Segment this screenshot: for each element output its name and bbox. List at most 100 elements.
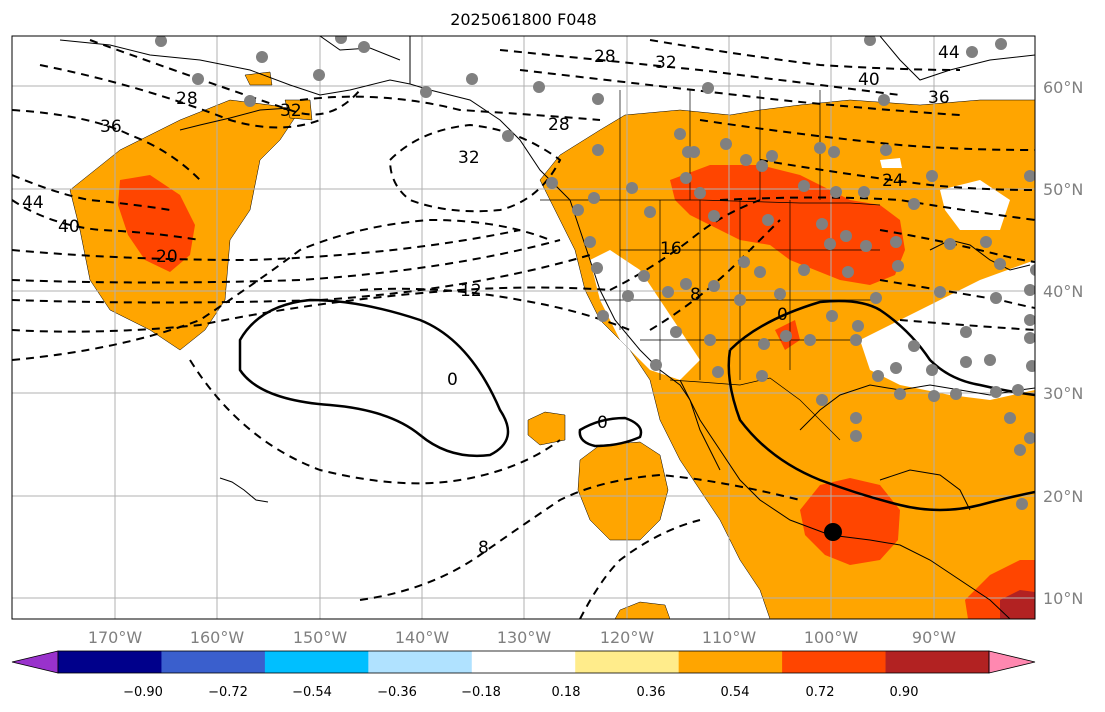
longitude-label: 100°W	[804, 628, 859, 647]
station-dot	[950, 388, 962, 400]
station-dot	[966, 46, 978, 58]
contour-12	[359, 287, 631, 331]
station-dot	[192, 73, 204, 85]
contour-label: 0	[597, 413, 608, 433]
colorbar-segment	[885, 651, 990, 673]
colorbar-tick-label: 0.18	[552, 685, 581, 700]
contour-zero-mexico	[729, 299, 1035, 397]
station-dot	[878, 94, 890, 106]
longitude-label: 140°W	[395, 628, 450, 647]
coast-north-islands	[319, 36, 401, 61]
contour-label: 40	[58, 217, 80, 237]
station-dot	[1014, 444, 1026, 456]
colorbar-tick-label: 0.90	[890, 685, 919, 700]
station-dot	[890, 362, 902, 374]
hole-canada-small	[880, 158, 902, 168]
station-dot	[533, 81, 545, 93]
colorbar-tick-labels: −0.90 −0.72 −0.54 −0.36 −0.18 0.18 0.36 …	[123, 685, 918, 700]
coast-hawaii	[219, 477, 269, 503]
station-dot	[934, 286, 946, 298]
contour-east-2	[879, 279, 1035, 309]
hole-northeast	[940, 180, 1010, 230]
station-dot	[1016, 498, 1028, 510]
station-dot	[626, 182, 638, 194]
longitude-label: 150°W	[293, 628, 348, 647]
contour-label: 24	[882, 171, 904, 191]
station-dot	[650, 359, 662, 371]
station-dot	[774, 288, 786, 300]
station-dot	[572, 204, 584, 216]
contour-28	[299, 95, 601, 121]
colorbar-tick-label: 0.72	[806, 685, 835, 700]
station-dot	[694, 187, 706, 199]
contour-label: 28	[548, 115, 570, 135]
station-dot	[584, 236, 596, 248]
contour-label: 8	[478, 538, 489, 558]
latitude-labels: 60°N 50°N 40°N 30°N 20°N 10°N	[1043, 78, 1083, 608]
contour-east-3	[899, 319, 1035, 331]
colorbar-segment	[161, 651, 266, 673]
fill-region-pacific-south	[614, 601, 671, 619]
station-dot	[816, 218, 828, 230]
station-dot	[850, 412, 862, 424]
station-dot	[622, 290, 634, 302]
colorbar-tick-label: −0.36	[377, 685, 417, 700]
contour-north-5	[759, 159, 1035, 191]
contour-label: 12	[460, 281, 482, 301]
colorbar-tick-label: 0.36	[637, 685, 666, 700]
station-dot	[890, 236, 902, 248]
map-layers: 28 32 44 40 36 28 32 36 44 40 32 28 20 1…	[12, 36, 1035, 619]
contour-north-4	[699, 119, 1035, 151]
red-region-mexico	[800, 478, 900, 565]
colorbar-segment	[471, 651, 576, 673]
contour-label: 0	[777, 305, 788, 325]
station-dot	[1024, 432, 1035, 444]
station-dot	[798, 264, 810, 276]
station-dot	[926, 364, 938, 376]
contour-32	[388, 123, 562, 213]
contour-label: 28	[594, 47, 616, 67]
station-dot	[870, 292, 882, 304]
contour-alaska-1	[89, 39, 361, 116]
fill-region-pacific-small	[527, 411, 566, 446]
longitude-labels: 170°W 160°W 150°W 140°W 130°W 120°W 110°…	[88, 628, 956, 647]
station-dot	[960, 326, 972, 338]
contour-label: 32	[280, 101, 302, 121]
darkred-fill-layer	[1000, 590, 1035, 619]
contour-pacific-a	[12, 229, 521, 262]
colorbar-extend-high	[988, 650, 1036, 674]
station-dot	[860, 240, 872, 252]
station-dot	[824, 238, 836, 250]
station-dot	[944, 238, 956, 250]
border-us-mexico	[669, 377, 841, 441]
colorbar	[11, 650, 1036, 674]
station-dot	[908, 340, 920, 352]
station-dot	[502, 130, 514, 142]
colorbar-segment	[782, 651, 887, 673]
station-dot	[990, 386, 1002, 398]
station-dot	[858, 186, 870, 198]
contour-24	[719, 196, 1035, 221]
longitude-label: 130°W	[497, 628, 552, 647]
station-dot	[704, 334, 716, 346]
colorbar-segment	[264, 651, 369, 673]
latitude-label: 60°N	[1043, 78, 1083, 97]
station-dot	[980, 236, 992, 248]
contour-pacific-c	[12, 254, 591, 304]
station-dot	[662, 286, 674, 298]
station-dot	[1030, 264, 1035, 276]
station-dot	[816, 394, 828, 406]
station-dot	[1024, 284, 1035, 296]
coast-yucatan	[879, 469, 971, 511]
contour-pacific-e	[12, 218, 551, 361]
station-dot	[720, 138, 732, 150]
station-dot	[638, 270, 650, 282]
latitude-label: 30°N	[1043, 384, 1083, 403]
station-dot	[644, 206, 656, 218]
dashed-contours	[12, 39, 1035, 619]
station-dot	[740, 154, 752, 166]
station-dot	[1024, 170, 1035, 182]
station-dot	[680, 278, 692, 290]
contour-label: 28	[176, 89, 198, 109]
contour-zero-pacific	[238, 298, 510, 457]
